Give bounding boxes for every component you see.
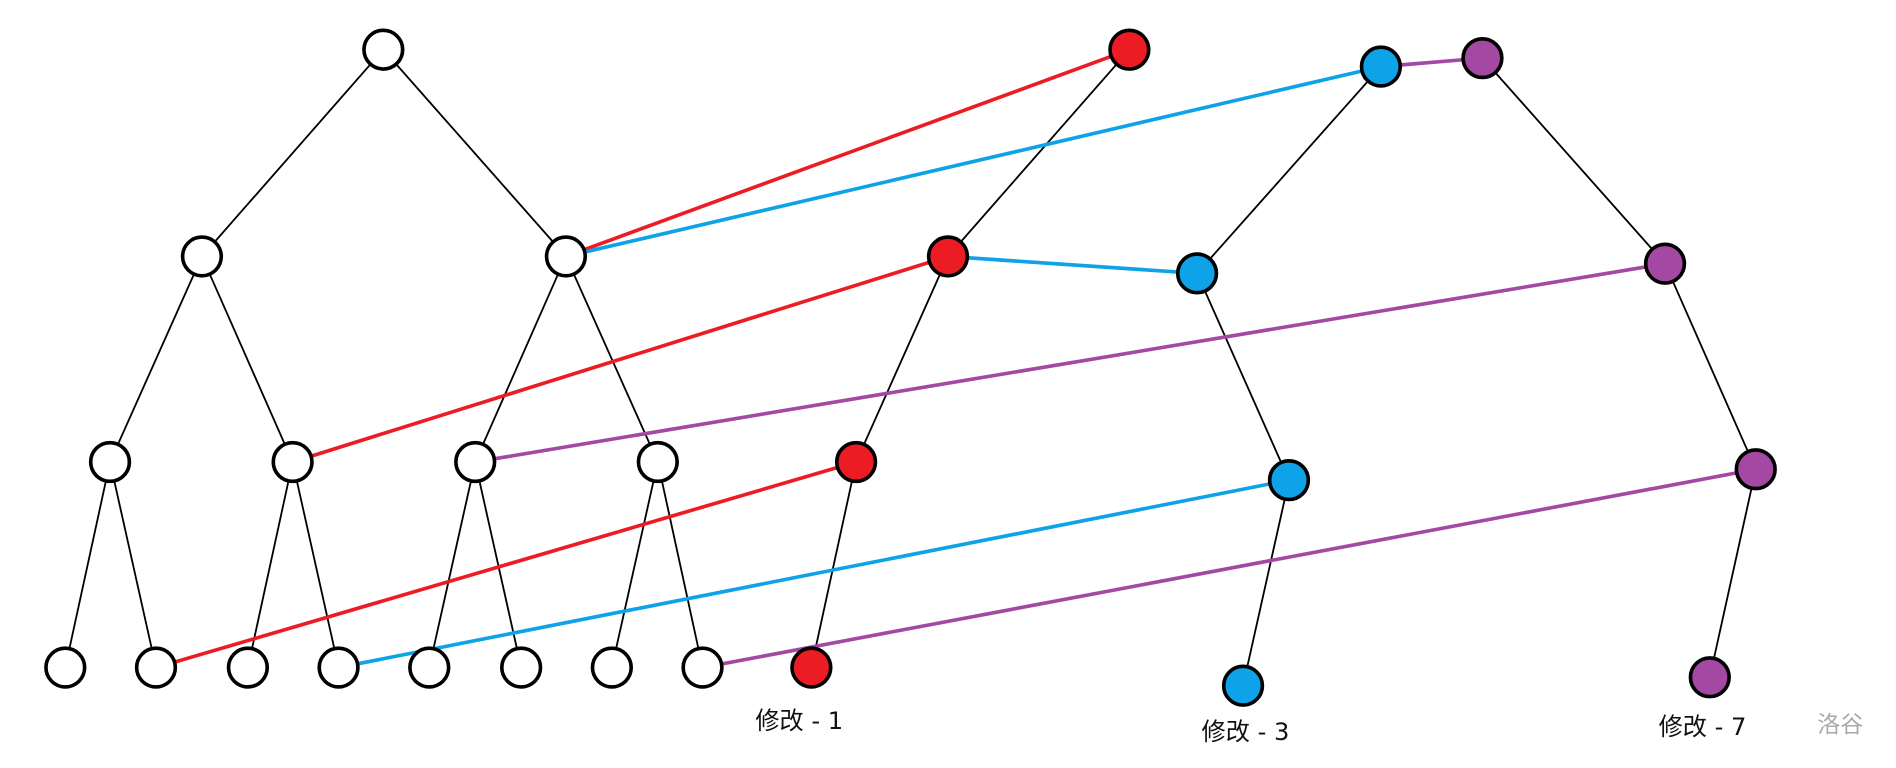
edge: [155, 460, 857, 670]
tree-node: [1108, 28, 1151, 71]
tree-node: [590, 646, 634, 689]
tree-node: [1267, 458, 1311, 502]
edge: [947, 254, 1198, 276]
edge: [1481, 57, 1666, 265]
tree-node: [499, 646, 543, 689]
tree-node: [1175, 252, 1219, 295]
version-label: 修改 - 7: [1659, 713, 1747, 741]
edge: [382, 49, 567, 258]
edge: [1196, 272, 1290, 481]
edge: [702, 467, 1757, 670]
edge: [810, 461, 857, 668]
tree-node: [271, 440, 314, 484]
edge: [565, 47, 1131, 259]
tree-node: [44, 646, 87, 689]
watermark: 洛谷: [1817, 712, 1863, 738]
edge: [947, 49, 1131, 258]
tree-node: [790, 646, 833, 689]
edge: [428, 461, 477, 668]
tree-node: [1461, 36, 1504, 80]
tree-node: [1643, 242, 1687, 285]
tree-node: [454, 440, 497, 484]
tree-node: [834, 440, 878, 484]
edge: [246, 461, 294, 668]
edge: [201, 256, 294, 463]
edge: [64, 461, 111, 668]
edge: [565, 256, 659, 463]
version-label: 修改 - 3: [1202, 718, 1290, 746]
edge: [292, 254, 949, 464]
edge: [565, 64, 1382, 259]
edge: [1664, 263, 1757, 470]
edge: [1242, 479, 1290, 686]
tree-node: [408, 646, 451, 689]
edge: [656, 461, 704, 668]
edge: [201, 49, 384, 258]
edge: [474, 256, 567, 463]
edges: [64, 47, 1757, 686]
edge: [1708, 469, 1757, 678]
edge: [610, 461, 659, 668]
tree-node: [88, 440, 132, 484]
edge: [855, 256, 949, 463]
edge: [109, 256, 203, 463]
tree-node: [226, 646, 270, 689]
tree-node: [1359, 45, 1403, 88]
tree-node: [1221, 664, 1265, 707]
tree-node: [1688, 656, 1731, 699]
tree-node: [180, 235, 224, 278]
edge: [474, 261, 1666, 464]
tree-node: [681, 646, 724, 689]
version-label: 修改 - 1: [755, 707, 843, 735]
tree-node: [544, 235, 588, 278]
edge: [338, 478, 1290, 670]
edge: [1196, 65, 1382, 274]
edge: [109, 461, 157, 668]
edge: [291, 461, 340, 668]
tree-node: [317, 646, 360, 689]
nodes: [44, 28, 1777, 707]
tree-node: [362, 28, 405, 71]
tree-node: [1734, 448, 1777, 491]
tree-node: [926, 235, 970, 278]
tree-node: [134, 646, 178, 689]
tree-node: [636, 440, 679, 484]
